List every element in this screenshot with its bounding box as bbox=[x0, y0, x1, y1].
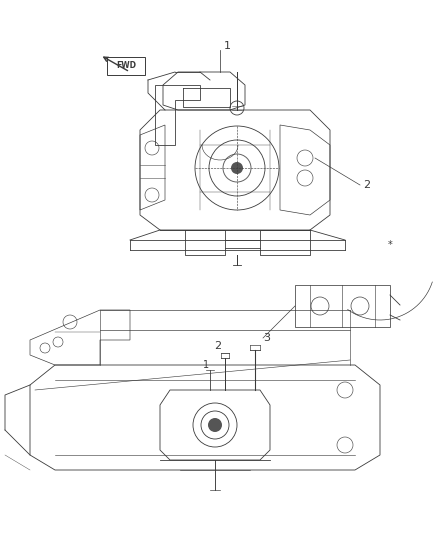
Circle shape bbox=[208, 418, 222, 432]
Text: *: * bbox=[388, 240, 392, 250]
Text: 1: 1 bbox=[203, 360, 209, 370]
Text: 2: 2 bbox=[363, 180, 370, 190]
Text: 3: 3 bbox=[263, 333, 270, 343]
FancyBboxPatch shape bbox=[295, 285, 390, 327]
Circle shape bbox=[231, 162, 243, 174]
Text: FWD: FWD bbox=[116, 61, 136, 70]
Text: 2: 2 bbox=[215, 341, 222, 351]
FancyBboxPatch shape bbox=[107, 57, 145, 75]
Text: 1: 1 bbox=[224, 41, 231, 51]
